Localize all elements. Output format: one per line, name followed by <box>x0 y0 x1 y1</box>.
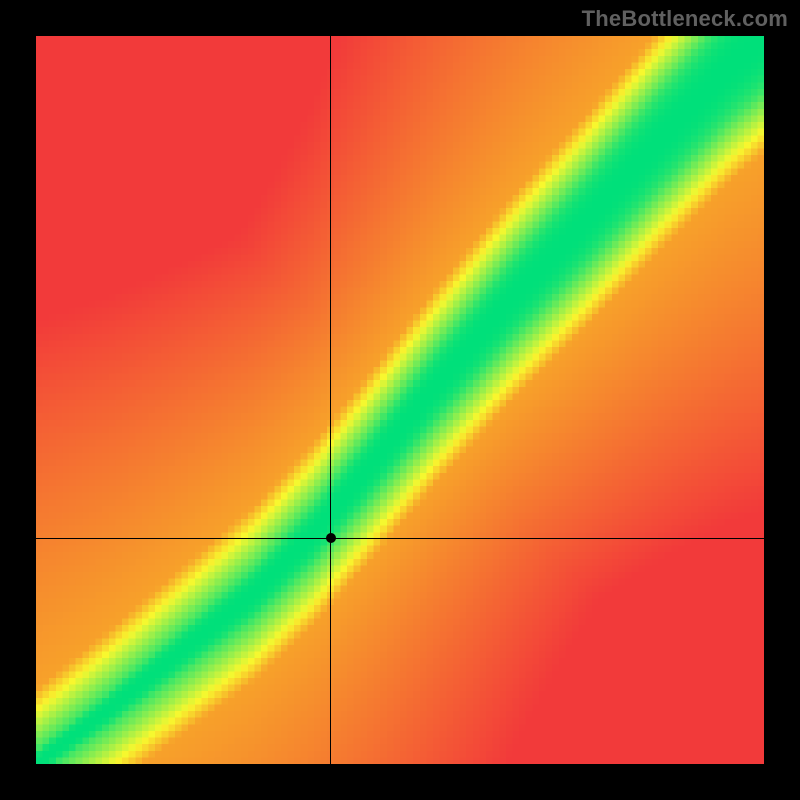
chart-frame: TheBottleneck.com <box>0 0 800 800</box>
crosshair-vertical <box>330 36 331 764</box>
watermark-label: TheBottleneck.com <box>582 6 788 32</box>
crosshair-horizontal <box>36 538 764 539</box>
heatmap-canvas <box>36 36 764 764</box>
